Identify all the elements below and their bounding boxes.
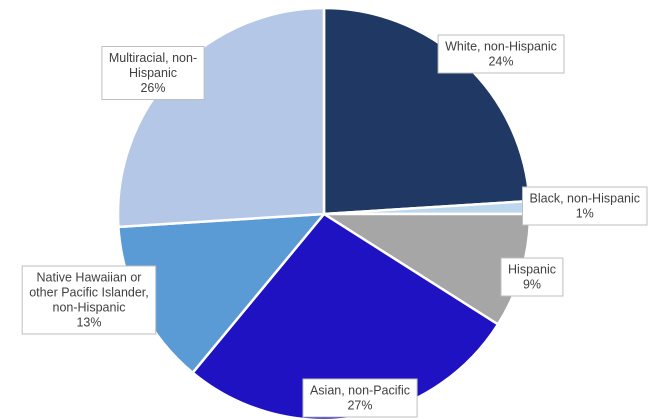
data-label-box bbox=[437, 34, 565, 74]
data-label-text: Black, non-Hispanic 1% bbox=[530, 192, 640, 221]
pie-slice-multiracial-non-hispanic bbox=[116, 6, 326, 229]
data-label-multiracial-non-hispanic: Multiracial, non-Hispanic 26% bbox=[101, 46, 205, 100]
data-label-hispanic: Hispanic 9% bbox=[500, 257, 564, 297]
data-label-category: Multiracial, non- bbox=[109, 51, 197, 65]
data-label-white-non-hispanic: White, non-Hispanic 24% bbox=[437, 34, 565, 74]
data-label-category: non-Hispanic bbox=[53, 301, 126, 315]
data-label-native-hawaiian-or-other-pacific-islander-non-hispanic: Native Hawaiian or other Pacific Islander… bbox=[21, 265, 157, 335]
data-label-percent: 13% bbox=[76, 316, 101, 330]
data-label-percent: 9% bbox=[523, 278, 541, 292]
data-label-text: White, non-Hispanic 24% bbox=[445, 40, 557, 69]
data-label-box bbox=[500, 257, 564, 297]
pie-data-labels: White, non-Hispanic 24% Black, non-Hispani… bbox=[21, 34, 648, 418]
data-label-percent: 26% bbox=[140, 81, 165, 95]
data-label-category: Hispanic bbox=[508, 263, 556, 277]
data-label-category: Native Hawaiian or bbox=[37, 271, 142, 285]
data-label-black-non-hispanic: Black, non-Hispanic 1% bbox=[522, 186, 648, 226]
data-label-box bbox=[21, 265, 157, 335]
data-label-percent: 24% bbox=[488, 55, 513, 69]
data-label-category: White, non-Hispanic bbox=[445, 40, 557, 54]
data-label-text: Native Hawaiian or other Pacific Islander… bbox=[29, 271, 149, 330]
data-label-percent: 27% bbox=[347, 399, 372, 413]
data-label-text: Multiracial, non-Hispanic 26% bbox=[109, 51, 197, 95]
pie-slices bbox=[116, 6, 532, 420]
data-label-box bbox=[101, 46, 205, 100]
data-label-text: Asian, non-Pacific 27% bbox=[310, 384, 410, 413]
data-label-category: Black, non-Hispanic bbox=[530, 192, 640, 206]
data-label-text: Hispanic 9% bbox=[508, 263, 556, 292]
data-label-category: other Pacific Islander, bbox=[29, 286, 149, 300]
data-label-box bbox=[302, 378, 418, 418]
data-label-category: Asian, non-Pacific bbox=[310, 384, 410, 398]
data-label-box bbox=[522, 186, 648, 226]
data-label-percent: 1% bbox=[576, 207, 594, 221]
data-label-asian-non-pacific: Asian, non-Pacific 27% bbox=[302, 378, 418, 418]
data-label-category: Hispanic bbox=[129, 66, 177, 80]
